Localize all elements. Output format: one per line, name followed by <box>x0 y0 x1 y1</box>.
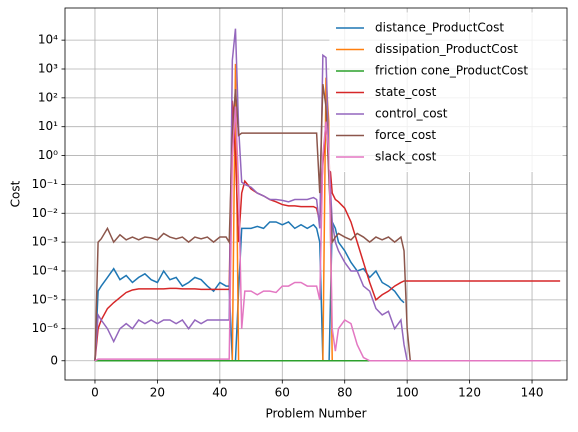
y-tick-label: 10⁻⁶ <box>32 321 59 335</box>
y-tick-label: 10⁰ <box>38 148 58 162</box>
y-tick-label: 10³ <box>38 61 58 75</box>
y-tick-label: 0 <box>50 353 58 367</box>
x-tick-label: 40 <box>212 386 227 400</box>
legend-label: control_cost <box>375 107 448 121</box>
y-tick-label: 10⁻⁴ <box>32 263 59 277</box>
legend-box <box>329 12 563 172</box>
legend-label: force_cost <box>375 128 436 142</box>
x-tick-label: 80 <box>337 386 352 400</box>
legend-label: dissipation_ProductCost <box>375 42 518 56</box>
x-tick-label: 0 <box>91 386 99 400</box>
y-tick-label: 10² <box>38 90 58 104</box>
series-line <box>94 83 561 362</box>
x-tick-label: 120 <box>458 386 481 400</box>
legend-label: friction cone_ProductCost <box>375 64 528 78</box>
series-line <box>94 221 405 362</box>
legend-label: state_cost <box>375 85 437 99</box>
series-line <box>94 28 408 361</box>
x-tick-label: 20 <box>150 386 165 400</box>
legend-label: slack_cost <box>375 150 437 164</box>
x-tick-label: 140 <box>521 386 544 400</box>
x-axis-label: Problem Number <box>265 407 366 421</box>
y-tick-label: 10⁴ <box>38 33 58 47</box>
y-axis-label: Cost <box>9 180 23 207</box>
y-tick-label: 10⁻¹ <box>32 177 59 191</box>
legend-label: distance_ProductCost <box>375 21 504 35</box>
series-line <box>94 100 561 361</box>
x-tick-label: 60 <box>275 386 290 400</box>
y-tick-label: 10⁻³ <box>32 235 59 249</box>
y-tick-label: 10⁻² <box>32 206 59 220</box>
y-tick-label: 10¹ <box>38 119 58 133</box>
series-line <box>94 106 561 362</box>
y-tick-label: 10⁻⁵ <box>32 292 59 306</box>
x-tick-label: 100 <box>396 386 419 400</box>
axes-frame <box>64 7 568 381</box>
